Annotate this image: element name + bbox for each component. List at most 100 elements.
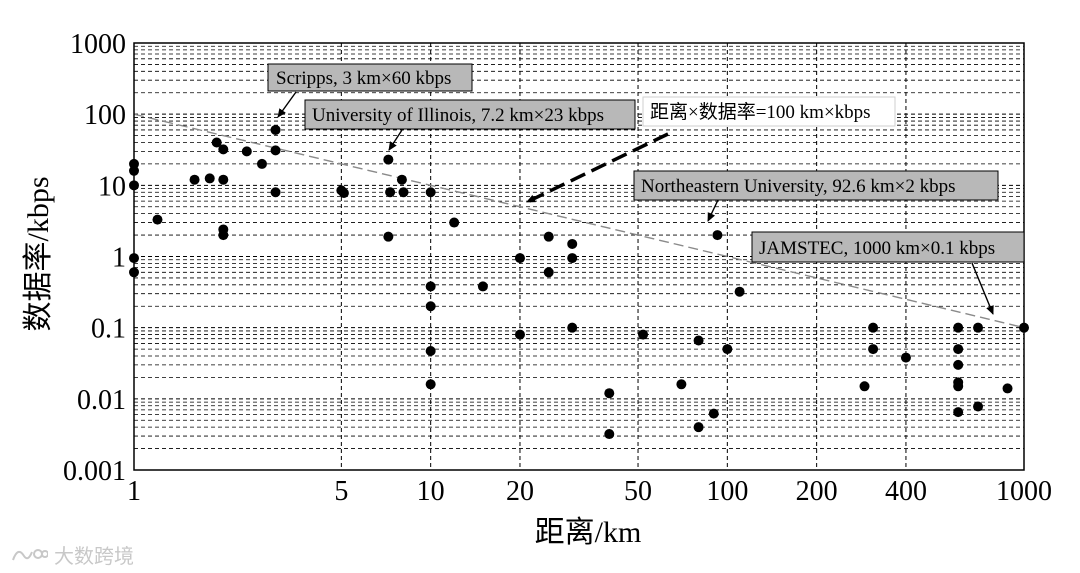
watermark-text: 大数跨境 — [54, 544, 134, 568]
annotation-box — [751, 231, 1025, 263]
data-point — [567, 238, 578, 249]
data-point — [425, 187, 436, 198]
watermark: 大数跨境 — [10, 540, 134, 569]
annotation-arrow — [388, 129, 403, 151]
data-point — [425, 281, 436, 292]
data-point — [256, 158, 267, 169]
data-point — [1002, 383, 1013, 394]
data-point — [211, 137, 222, 148]
data-point — [270, 145, 281, 156]
data-point — [567, 253, 578, 264]
data-point — [868, 344, 879, 355]
data-point — [567, 322, 578, 333]
watermark-logo-icon — [12, 548, 48, 560]
data-point — [604, 388, 615, 399]
y-tick-label: 0.01 — [77, 385, 126, 416]
x-tick-label: 20 — [506, 476, 534, 507]
x-tick-label: 100 — [706, 476, 748, 507]
data-point — [218, 230, 229, 241]
data-point — [953, 344, 964, 355]
data-point — [953, 407, 964, 418]
y-axis-label: 数据率/kbps — [22, 176, 55, 331]
annotation-text: 距离×数据率=100 km×kbps — [650, 101, 871, 123]
data-point — [543, 267, 554, 278]
data-point — [189, 174, 200, 185]
data-point — [722, 344, 733, 355]
data-point — [543, 231, 554, 242]
data-point — [396, 174, 407, 185]
annotations: Scripps, 3 km×60 kbps University of Illin… — [267, 63, 1025, 315]
annotation-box — [267, 63, 473, 92]
reference-line — [133, 113, 1025, 329]
annotation-arrow — [971, 262, 994, 315]
data-point — [676, 379, 687, 390]
y-tick-label: 1000 — [70, 29, 126, 60]
x-tick-label: 10 — [417, 476, 445, 507]
data-point — [383, 154, 394, 165]
annotation-box — [304, 99, 636, 130]
reference-line-layer — [133, 113, 1025, 329]
data-point — [204, 173, 215, 184]
y-tick-label: 0.1 — [91, 314, 126, 345]
data-point — [425, 301, 436, 312]
data-point — [425, 346, 436, 357]
data-point — [693, 422, 704, 433]
data-point — [385, 187, 396, 198]
x-axis-label: 距离/km — [535, 516, 642, 549]
x-tick-label: 400 — [885, 476, 927, 507]
data-point — [973, 322, 984, 333]
data-point — [514, 253, 525, 264]
data-point — [953, 381, 964, 392]
data-point — [425, 379, 436, 390]
data-point — [973, 401, 984, 412]
data-point — [383, 231, 394, 242]
data-point — [270, 124, 281, 135]
annotation-box — [642, 96, 896, 127]
data-point — [708, 408, 719, 419]
annotation-text: Northeastern University, 92.6 km×2 kbps — [641, 176, 956, 197]
y-tick-label: 100 — [84, 100, 126, 131]
annotation-text: JAMSTEC, 1000 km×0.1 kbps — [759, 238, 995, 259]
annotation-box — [633, 170, 999, 201]
y-tick-label: 1 — [112, 243, 126, 274]
annotation: Northeastern University, 92.6 km×2 kbps — [633, 170, 999, 222]
data-point — [953, 322, 964, 333]
x-tick-label: 200 — [796, 476, 838, 507]
data-point — [868, 322, 879, 333]
data-point — [338, 188, 349, 199]
annotation-arrow — [707, 199, 719, 222]
x-tick-labels: 1 5 10 20 50 100 200 400 1000 — [127, 476, 1052, 507]
data-point — [477, 281, 488, 292]
data-point — [241, 146, 252, 157]
data-point — [693, 335, 704, 346]
annotation: 距离×数据率=100 km×kbps — [526, 96, 896, 204]
x-tick-label: 50 — [624, 476, 652, 507]
data-point — [604, 429, 615, 440]
data-point — [514, 329, 525, 340]
annotation-arrow — [277, 91, 297, 118]
data-point — [953, 359, 964, 370]
annotation-text: University of Illinois, 7.2 km×23 kbps — [312, 105, 604, 126]
data-point — [152, 214, 163, 225]
annotation-text: Scripps, 3 km×60 kbps — [276, 68, 451, 89]
data-point — [270, 187, 281, 198]
x-tick-label: 5 — [334, 476, 348, 507]
data-point — [712, 230, 723, 241]
data-point — [218, 174, 229, 185]
data-point — [398, 187, 409, 198]
y-tick-label: 10 — [98, 171, 126, 202]
data-point — [734, 286, 745, 297]
y-tick-label: 0.001 — [63, 456, 126, 487]
annotation-arrow — [526, 132, 669, 204]
annotation: Scripps, 3 km×60 kbps — [267, 63, 473, 118]
data-point — [859, 381, 870, 392]
data-point — [900, 352, 911, 363]
data-point — [638, 329, 649, 340]
data-point — [449, 217, 460, 228]
y-tick-labels: 0.001 0.01 0.1 1 10 100 1000 — [63, 29, 126, 487]
data-point — [218, 144, 229, 155]
annotation: University of Illinois, 7.2 km×23 kbps — [304, 99, 636, 151]
x-tick-label: 1 — [127, 476, 141, 507]
x-tick-label: 1000 — [996, 476, 1052, 507]
